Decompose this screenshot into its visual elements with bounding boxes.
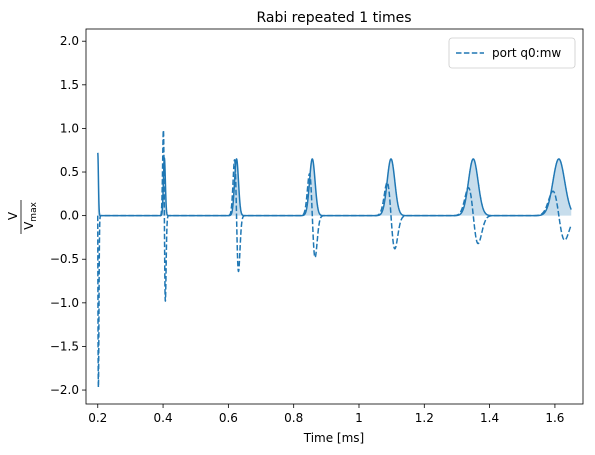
y-tick-label: 2.0 [60,34,79,48]
x-tick-label: 1.2 [415,411,434,425]
x-tick-label: 0.8 [284,411,303,425]
y-tick-label: 0.5 [60,165,79,179]
y-tick-label: 1.0 [60,121,79,135]
series-port-q0-mw [97,129,572,388]
pulse-envelope-fill [458,158,488,216]
legend-label: port q0:mw [492,46,561,60]
series-solid-envelope [97,152,572,217]
x-tick-label: 0.2 [88,411,107,425]
x-tick-label: 1.4 [480,411,499,425]
x-tick-label: 1 [355,411,363,425]
legend: port q0:mw [448,37,576,69]
pulse-envelope-fill [541,158,572,216]
y-tick-label: −2.0 [50,383,79,397]
x-tick-label: 0.4 [154,411,173,425]
y-tick-label: −1.0 [50,296,79,310]
y-tick-label: −0.5 [50,252,79,266]
axes-frame [85,28,584,405]
y-label-numerator: V [6,211,20,220]
y-label-denominator: Vmax [22,201,39,230]
legend-box [448,37,576,69]
y-axis: 2.0 1.5 1.0 0.5 0.0 −0.5 −1.0 −1.5 −2.0 [50,34,86,397]
x-axis-label: Time [ms] [303,431,365,445]
data-layer [97,129,572,388]
x-tick-label: 1.6 [545,411,564,425]
x-axis: 0.2 0.4 0.6 0.8 1 1.2 1.4 1.6 [88,404,564,425]
y-tick-label: −1.5 [50,339,79,353]
y-tick-label: 0.0 [60,209,79,223]
x-tick-label: 0.6 [219,411,238,425]
y-tick-label: 1.5 [60,78,79,92]
y-axis-label: V Vmax [6,200,39,234]
chart-title: Rabi repeated 1 times [256,10,411,26]
